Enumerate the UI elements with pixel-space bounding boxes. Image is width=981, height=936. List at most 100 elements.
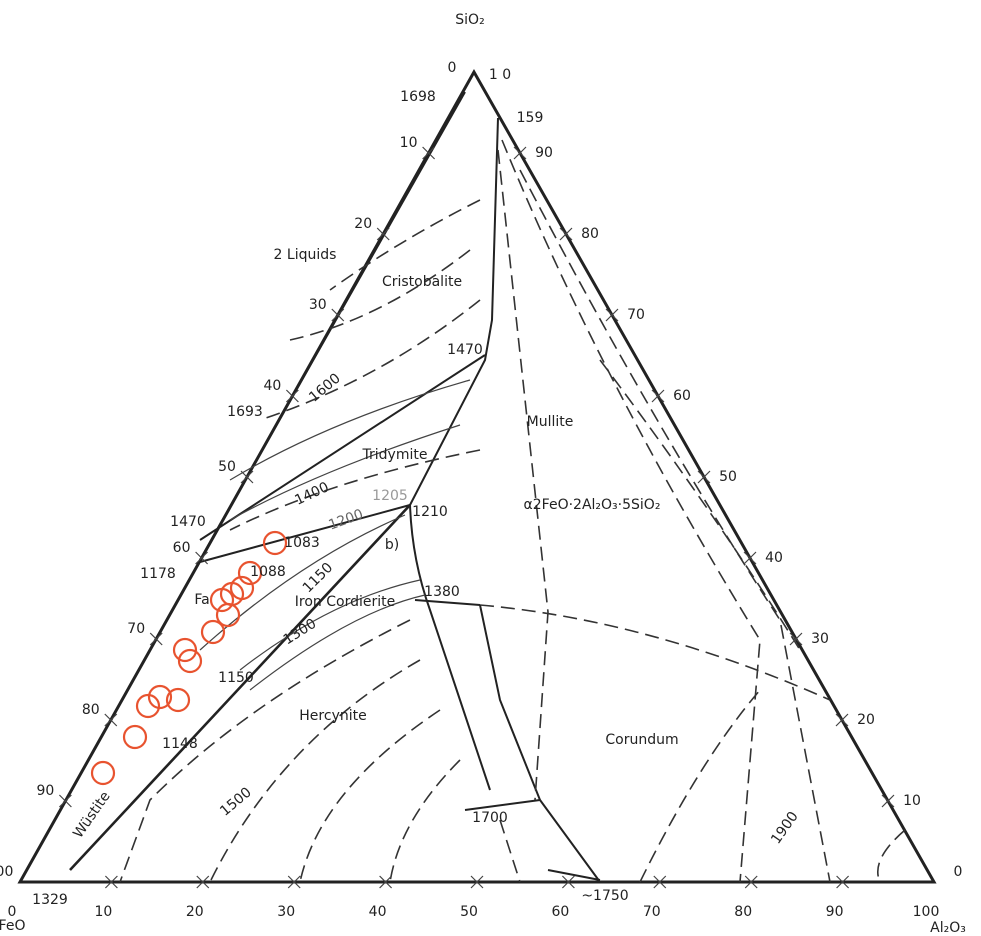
- right-tick-label: 40: [765, 550, 783, 566]
- temperature-label: 1693: [227, 404, 263, 420]
- isotherm: [249, 594, 426, 691]
- isotherm: [209, 659, 421, 883]
- isotherm: [199, 514, 406, 651]
- phase-label: Hercynite: [299, 708, 366, 724]
- component-label: SiO₂: [455, 12, 484, 28]
- sample: [135, 693, 161, 719]
- left-tick-label: 20: [354, 216, 372, 232]
- tick-mark: [605, 308, 619, 322]
- boundary: [479, 604, 831, 701]
- sample: [209, 587, 235, 613]
- isotherm: [299, 709, 441, 883]
- phase-label: Wüstite: [70, 789, 114, 842]
- bottom-tick-label: 100: [913, 904, 940, 920]
- temperature-label: 1300: [281, 616, 320, 648]
- left-tick-label: 90: [36, 783, 54, 799]
- tick-mark: [835, 713, 849, 727]
- left-tick-label: 60: [173, 540, 191, 556]
- boundary: [479, 604, 601, 883]
- tick-mark: [836, 875, 850, 889]
- temperature-label: 1083: [284, 535, 320, 551]
- tick-mark: [422, 146, 436, 160]
- left-tick-label: 80: [82, 702, 100, 718]
- sample: [200, 619, 226, 645]
- boundary: [199, 91, 466, 561]
- left-tick-label: 40: [263, 378, 281, 394]
- left-tick-label: 50: [218, 459, 236, 475]
- temperature-label: 1150: [218, 670, 254, 686]
- boundary: [547, 869, 601, 881]
- temperature-label: 1200: [327, 506, 366, 533]
- tick-mark: [104, 875, 118, 889]
- phase-label: Cristobalite: [382, 274, 462, 290]
- right-tick-label: 30: [811, 631, 829, 647]
- tick-mark: [196, 875, 210, 889]
- tick-mark: [743, 551, 757, 565]
- isotherm: [239, 579, 421, 671]
- isotherm: [389, 759, 461, 883]
- sample: [122, 724, 148, 750]
- bottom-tick-label: 20: [186, 904, 204, 920]
- tick-mark: [559, 227, 573, 241]
- bottom-tick-label: 30: [277, 904, 295, 920]
- tick-mark: [376, 227, 390, 241]
- apex-label: 0: [448, 60, 457, 76]
- boundary: [409, 117, 499, 506]
- bottom-tick-label: 0: [8, 904, 17, 920]
- left-tick-label: 100: [0, 864, 13, 880]
- isotherm: [289, 249, 471, 341]
- apex-label: 1 0: [489, 67, 511, 83]
- sample: [237, 560, 263, 586]
- tick-mark: [697, 470, 711, 484]
- isotherm: [259, 299, 481, 421]
- left-tick-label: 10: [400, 135, 418, 151]
- tick-mark: [379, 875, 393, 889]
- phase-label: Tridymite: [362, 447, 428, 463]
- temperature-label: 1178: [140, 566, 176, 582]
- right-tick-label: 80: [581, 226, 599, 242]
- right-tick-label: 10: [903, 793, 921, 809]
- isotherm: [229, 424, 461, 521]
- temperature-label: 1700: [472, 810, 508, 826]
- tick-mark: [881, 794, 895, 808]
- temperature-label: 1205: [372, 488, 408, 504]
- sample: [90, 760, 116, 786]
- tick-mark: [285, 389, 299, 403]
- tick-mark: [287, 875, 301, 889]
- isotherm: [519, 169, 831, 883]
- boundary: [199, 504, 411, 563]
- temperature-label: 1380: [424, 584, 460, 600]
- phase-label: Corundum: [605, 732, 678, 748]
- boundaries: [17, 68, 937, 884]
- bottom-tick-label: 60: [551, 904, 569, 920]
- boundary: [199, 354, 486, 541]
- sample: [262, 530, 288, 556]
- temperature-label: 1210: [412, 504, 448, 520]
- isotherm: [229, 449, 481, 531]
- isotherm: [329, 199, 481, 291]
- right-tick-label: 70: [627, 307, 645, 323]
- tick-mark: [789, 632, 803, 646]
- temperature-label: 1400: [292, 479, 331, 509]
- isotherm: [501, 139, 761, 883]
- isotherm: [499, 819, 521, 883]
- tick-mark: [744, 875, 758, 889]
- isotherm: [497, 149, 549, 801]
- sample: [165, 687, 191, 713]
- tick-mark: [653, 875, 667, 889]
- tick-mark: [561, 875, 575, 889]
- isotherm: [876, 829, 906, 883]
- phase-label: Mullite: [527, 414, 574, 430]
- isotherm: [119, 619, 411, 883]
- sample: [172, 637, 198, 663]
- phase-label: Iron Cordierite: [295, 594, 395, 610]
- sample: [177, 648, 203, 674]
- temperature-label: 1088: [250, 564, 286, 580]
- temperature-label: 1148: [162, 736, 198, 752]
- tick-mark: [149, 632, 163, 646]
- sample-markers: [90, 530, 288, 786]
- phase-label: 2 Liquids: [274, 247, 337, 263]
- isotherm: [639, 689, 761, 883]
- left-tick-label: 30: [309, 297, 327, 313]
- left-tick-label: 70: [127, 621, 145, 637]
